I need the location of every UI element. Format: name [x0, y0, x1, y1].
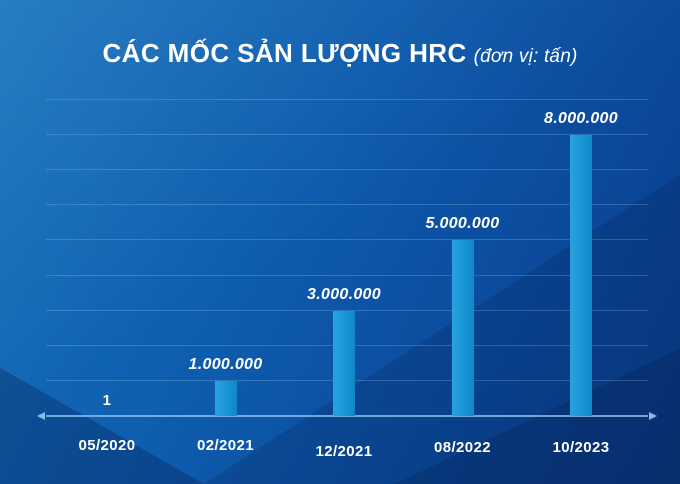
gridline — [46, 169, 648, 171]
gridline — [46, 204, 648, 206]
x-tick-label: 02/2021 — [196, 437, 255, 454]
bar-10/2023 — [570, 135, 592, 416]
bar-value-label: 5.000.000 — [425, 215, 500, 233]
gridline — [46, 134, 648, 136]
x-axis-line — [37, 412, 657, 420]
bar-02/2021 — [214, 380, 237, 416]
x-tick-label: 05/2020 — [78, 437, 136, 454]
bar-value-label: 1.000.000 — [188, 355, 263, 373]
plot-area: 1 05/2020 1.000.000 02/2021 3.000.000 12/2021… — [37, 99, 657, 460]
x-tick-label: 10/2023 — [552, 439, 610, 456]
axis-right-arrow-icon — [649, 412, 657, 420]
gridline — [46, 274, 648, 276]
bar-value-label: 8.000.000 — [544, 110, 618, 128]
bar-08/2022 — [451, 240, 474, 416]
gridline — [46, 239, 648, 241]
bar-value-label: 1 — [102, 392, 112, 409]
bar-12/2021 — [333, 310, 355, 416]
chart-header: CÁC MỐC SẢN LƯỢNG HRC (đơn vị: tấn) — [0, 36, 680, 75]
x-tick-label: 08/2022 — [433, 439, 492, 456]
gridline — [46, 99, 648, 100]
bar-value-label: 3.000.000 — [307, 285, 381, 303]
chart-unit-subtitle: (đơn vị: tấn) — [473, 46, 578, 67]
chart-title: CÁC MỐC SẢN LƯỢNG HRC — [102, 38, 467, 68]
gridline — [46, 309, 648, 311]
axis-left-arrow-icon — [37, 412, 45, 420]
x-tick-label: 12/2021 — [315, 443, 373, 460]
